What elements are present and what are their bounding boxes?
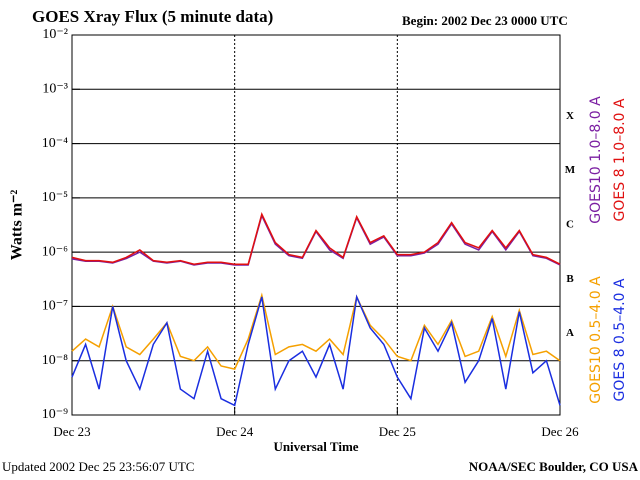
y-tick-label: 10⁻³ bbox=[42, 82, 68, 97]
y-axis-label: Watts m⁻² bbox=[9, 190, 26, 261]
y-tick-label: 10⁻⁶ bbox=[42, 244, 68, 259]
legend-entry: GOES10 0.5–4.0 A bbox=[588, 276, 604, 404]
series-line bbox=[71, 213, 561, 266]
flare-class-label: B bbox=[566, 273, 574, 285]
y-tick-label: 10⁻⁴ bbox=[42, 136, 68, 151]
legend-entry: GOES 8 0.5–4.0 A bbox=[612, 278, 628, 401]
flare-class-label: M bbox=[565, 164, 576, 176]
footer-left: Updated 2002 Dec 25 23:56:07 UTC bbox=[2, 459, 194, 474]
plot-frame bbox=[71, 34, 561, 416]
y-tick-label: 10⁻⁵ bbox=[42, 190, 68, 205]
flare-class-label: C bbox=[566, 219, 574, 231]
x-axis-label: Universal Time bbox=[273, 439, 358, 454]
x-tick-label: Dec 23 bbox=[53, 424, 90, 439]
footer-right: NOAA/SEC Boulder, CO USA bbox=[469, 459, 639, 474]
y-tick-label: 10⁻² bbox=[42, 27, 68, 42]
chart-subtitle: Begin: 2002 Dec 23 0000 UTC bbox=[402, 13, 568, 28]
flare-class-label: X bbox=[566, 110, 574, 122]
series-line bbox=[71, 212, 561, 265]
series-line bbox=[71, 294, 561, 407]
x-tick-label: Dec 26 bbox=[541, 424, 579, 439]
y-tick-label: 10⁻⁹ bbox=[42, 407, 68, 422]
x-tick-label: Dec 24 bbox=[216, 424, 254, 439]
legend-entry: GOES 8 1.0–8.0 A bbox=[612, 98, 628, 221]
flare-class-label: A bbox=[566, 327, 574, 339]
y-tick-label: 10⁻⁸ bbox=[42, 353, 68, 368]
x-tick-label: Dec 25 bbox=[379, 424, 416, 439]
y-tick-label: 10⁻⁷ bbox=[42, 299, 68, 314]
series-line bbox=[71, 292, 561, 370]
legend-entry: GOES10 1.0–8.0 A bbox=[588, 96, 604, 224]
chart-title: GOES Xray Flux (5 minute data) bbox=[32, 7, 273, 26]
